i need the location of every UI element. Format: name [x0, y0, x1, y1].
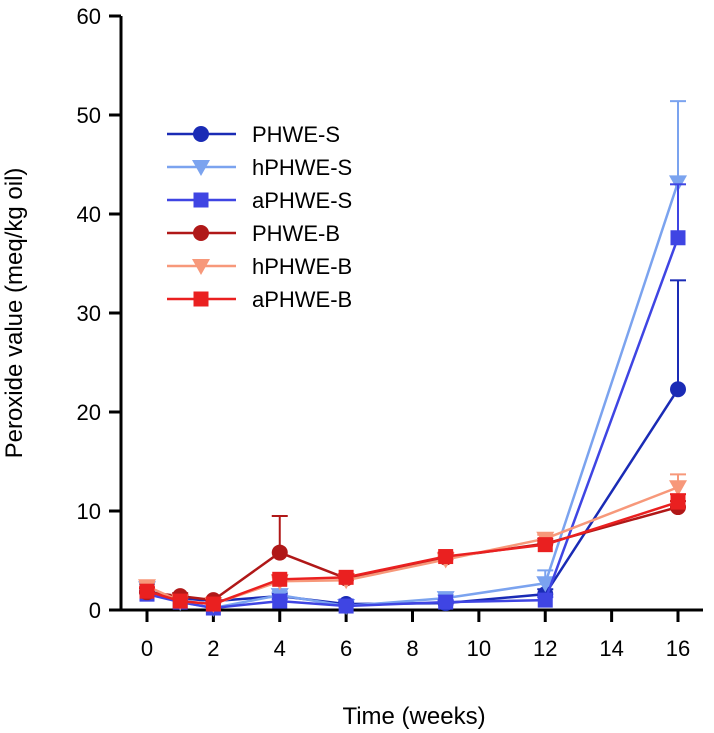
series-hphwe-b: [138, 473, 687, 614]
x-tick-label: 8: [406, 636, 418, 661]
legend-item-hphwe-b: hPHWE-B: [167, 254, 352, 279]
legend-label-hphwe-b: hPHWE-B: [252, 254, 352, 279]
legend-item-phwe-s: PHWE-S: [167, 122, 340, 147]
legend-item-aphwe-b: aPHWE-B: [167, 287, 352, 312]
y-tick-label: 30: [77, 301, 101, 326]
data-point-aphwe-b: [172, 593, 188, 609]
legend-label-aphwe-b: aPHWE-B: [252, 287, 352, 312]
y-tick-label: 0: [89, 598, 101, 623]
x-tick-label: 4: [274, 636, 286, 661]
x-tick-label: 6: [340, 636, 352, 661]
x-axis-title: Time (weeks): [342, 703, 485, 730]
axes: 0 10 20 30 40 50 60 0 2 4 6 8 10 12 14 16 Time (weeks)…: [1, 4, 703, 730]
legend-marker-phwe-s: [193, 126, 209, 142]
data-point-aphwe-s: [537, 592, 553, 608]
x-ticks: 0 2 4 6 8 10 12 14 16: [141, 610, 690, 661]
data-point-aphwe-s: [272, 593, 288, 609]
y-tick-label: 40: [77, 202, 101, 227]
legend-item-aphwe-s: aPHWE-S: [167, 188, 352, 213]
y-ticks: 0 10 20 30 40 50 60: [77, 4, 121, 623]
x-tick-label: 10: [467, 636, 491, 661]
series-line-phwe-b: [146, 505, 679, 602]
x-tick-label: 0: [141, 636, 153, 661]
data-point-aphwe-b: [272, 571, 288, 587]
data-point-aphwe-b: [205, 596, 221, 612]
legend-label-phwe-b: PHWE-B: [252, 221, 340, 246]
x-tick-label: 2: [207, 636, 219, 661]
legend-label-aphwe-s: aPHWE-S: [252, 188, 352, 213]
y-tick-label: 60: [77, 4, 101, 29]
data-point-aphwe-s: [670, 230, 686, 246]
x-tick-label: 12: [533, 636, 557, 661]
legend-item-hphwe-s: hPHWE-S: [167, 155, 352, 180]
x-tick-label: 16: [666, 636, 690, 661]
data-point-hphwe-b: [669, 480, 687, 497]
series-aphwe-s: [139, 183, 686, 616]
series-hphwe-s: [138, 100, 687, 618]
data-point-aphwe-b: [670, 494, 686, 510]
legend-marker-hphwe-s: [192, 160, 210, 176]
series-line-hphwe-b: [146, 486, 679, 606]
y-tick-label: 50: [77, 103, 101, 128]
legend-marker-phwe-b: [193, 225, 209, 241]
y-tick-label: 10: [77, 499, 101, 524]
data-point-aphwe-b: [438, 549, 454, 565]
data-point-phwe-s: [670, 381, 686, 398]
legend-marker-aphwe-s: [193, 192, 209, 208]
series-aphwe-b: [139, 493, 686, 612]
data-point-aphwe-b: [139, 583, 155, 599]
y-tick-label: 20: [77, 400, 101, 425]
legend-label-phwe-s: PHWE-S: [252, 122, 340, 147]
data-point-aphwe-b: [537, 537, 553, 553]
series-line-hphwe-s: [146, 181, 680, 610]
legend-marker-hphwe-b: [192, 259, 210, 275]
x-tick-label: 14: [599, 636, 623, 661]
data-point-hphwe-s: [536, 576, 555, 593]
plot-area: [138, 100, 687, 618]
data-point-aphwe-s: [338, 598, 354, 614]
legend-item-phwe-b: PHWE-B: [167, 221, 340, 246]
data-point-aphwe-s: [438, 594, 454, 610]
data-point-aphwe-b: [338, 569, 354, 585]
y-axis-title: Peroxide value (meq/kg oil): [1, 168, 28, 459]
legend: PHWE-S hPHWE-S aPHWE-S PHWE-B hPHWE-B aPHWE-B: [167, 122, 352, 312]
legend-label-hphwe-s: hPHWE-S: [252, 155, 352, 180]
data-point-phwe-b: [271, 544, 288, 561]
legend-marker-aphwe-b: [193, 291, 209, 307]
